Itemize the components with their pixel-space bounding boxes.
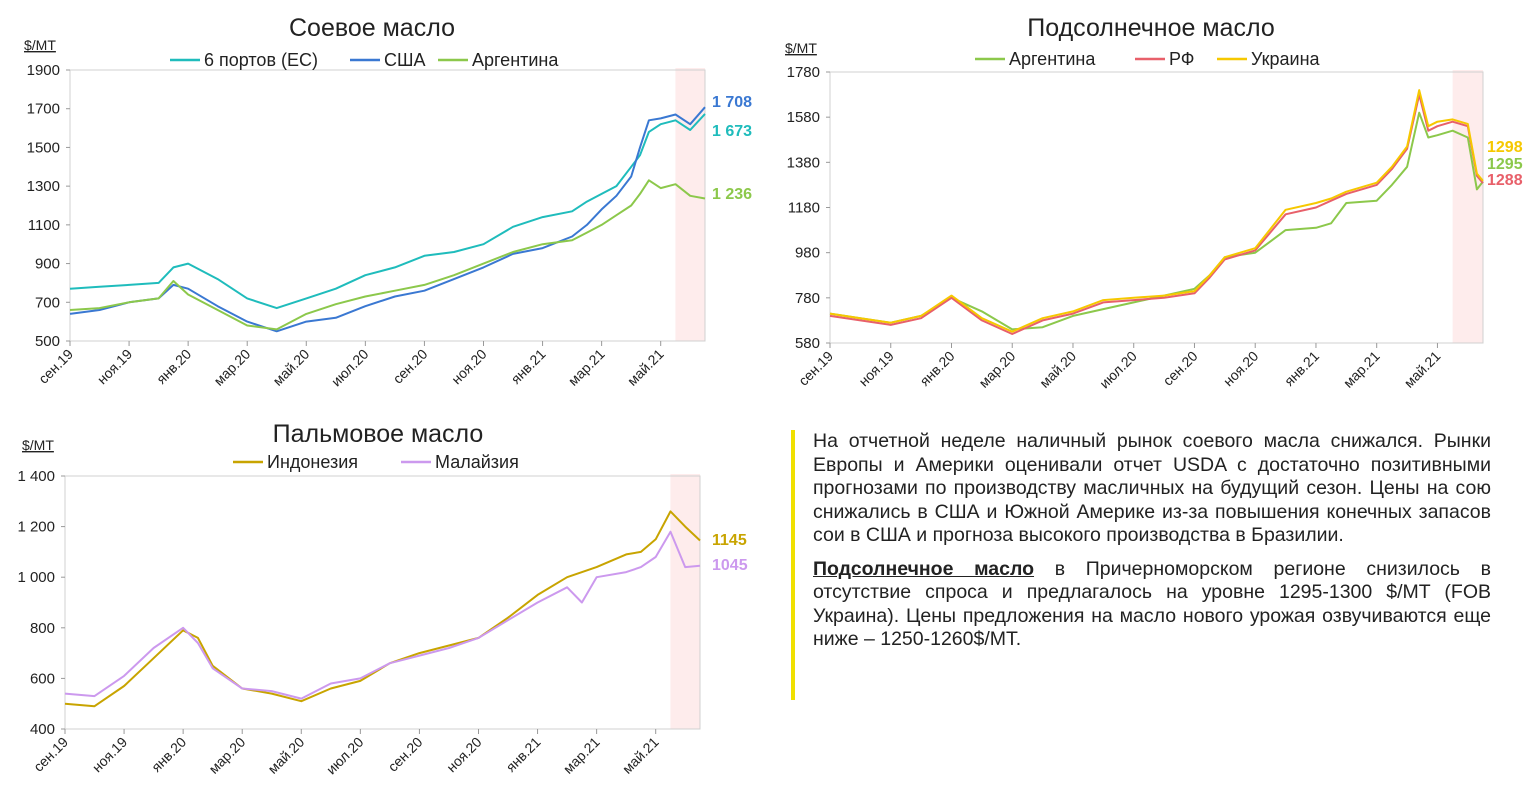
legend-label-1: США — [384, 50, 426, 70]
y-tick-label: 700 — [35, 294, 60, 311]
x-tick-label: янв.21 — [1281, 348, 1322, 389]
recent-period-highlight — [1452, 70, 1483, 343]
market-commentary: На отчетной неделе наличный рынок соевог… — [791, 430, 1491, 700]
x-tick-label: июл.20 — [1096, 348, 1140, 392]
x-tick-label: ноя.19 — [855, 348, 897, 390]
y-tick-label: 1 200 — [17, 519, 55, 536]
end-value-label-1: 1045 — [712, 557, 748, 574]
end-value-label-2: 1 236 — [712, 186, 752, 203]
x-tick-label: мар.20 — [210, 346, 253, 389]
legend-label-0: 6 портов (ЕС) — [204, 50, 318, 70]
x-tick-label: ноя.20 — [1220, 348, 1262, 390]
x-tick-label: май.20 — [269, 346, 312, 389]
series-line-0 — [64, 510, 701, 708]
y-tick-label: 900 — [35, 256, 60, 273]
x-tick-label: сен.20 — [390, 346, 431, 387]
x-tick-label: май.21 — [1401, 348, 1444, 391]
x-tick-label: май.21 — [624, 346, 667, 389]
chart-title: Пальмовое масло — [273, 420, 484, 448]
x-tick-label: мар.21 — [565, 346, 608, 389]
soybean-oil-chart: Соевое масло $/MT 500 700 900 1100 1300 1500 170… — [24, 14, 752, 390]
y-tick-label: 1780 — [787, 64, 820, 81]
palm-oil-chart: Пальмовое масло $/MT 400 600 800 1 000 1 200 1 … — [17, 420, 748, 778]
y-tick-label: 600 — [30, 670, 55, 687]
commentary-sunflower-paragraph: Подсолнечное масло в Причерноморском рег… — [813, 558, 1491, 652]
legend-label-0: Индонезия — [267, 452, 358, 472]
x-tick-label: янв.20 — [148, 734, 189, 775]
y-tick-label: 1580 — [787, 109, 820, 126]
series-line-1 — [829, 93, 1484, 335]
end-value-label-0: 1145 — [712, 532, 747, 549]
x-tick-label: янв.20 — [153, 346, 194, 387]
y-tick-label: 800 — [30, 620, 55, 637]
series-line-1 — [64, 530, 701, 700]
x-tick-label: сен.19 — [30, 734, 71, 775]
recent-period-highlight — [670, 474, 700, 729]
x-tick-label: мар.20 — [205, 734, 248, 777]
y-tick-label: 400 — [30, 721, 55, 738]
commentary-sunflower-lead: Подсолнечное масло — [813, 557, 1035, 580]
chart-title: Подсолнечное масло — [1027, 14, 1274, 42]
y-axis-unit: $/MT — [785, 40, 817, 56]
y-axis-unit: $/MT — [24, 37, 56, 53]
legend-label-0: Аргентина — [1009, 49, 1096, 69]
commentary-soy-paragraph: На отчетной неделе наличный рынок соевог… — [813, 430, 1491, 546]
x-tick-label: мар.21 — [560, 734, 603, 777]
legend-label-1: Малайзия — [435, 452, 519, 472]
x-tick-label: мар.21 — [1340, 348, 1383, 391]
end-value-label-0: 1295 — [1487, 156, 1523, 173]
x-tick-label: июл.20 — [328, 346, 372, 390]
end-value-label-1: 1288 — [1487, 172, 1523, 189]
series-line-2 — [829, 89, 1484, 333]
plot-frame — [69, 69, 706, 342]
plot-frame — [64, 475, 701, 730]
y-tick-label: 1700 — [27, 101, 60, 118]
series-line-0 — [69, 113, 706, 310]
sunflower-oil-chart: Подсолнечное масло $/MT 580 780 980 1180 1380 1… — [785, 14, 1523, 392]
y-axis-unit: $/MT — [22, 437, 54, 453]
x-tick-label: ноя.19 — [89, 734, 131, 776]
commentary-sunflower-text: в Причерноморском регионе снизилось в от… — [813, 557, 1491, 651]
x-tick-label: ноя.20 — [443, 734, 485, 776]
y-tick-label: 1900 — [27, 62, 60, 79]
x-tick-label: сен.20 — [385, 734, 426, 775]
x-tick-label: мар.20 — [975, 348, 1018, 391]
x-tick-label: янв.21 — [503, 734, 544, 775]
chart-title: Соевое масло — [289, 14, 455, 42]
x-tick-label: сен.20 — [1160, 348, 1201, 389]
y-tick-label: 1100 — [28, 217, 60, 234]
x-tick-label: сен.19 — [795, 348, 836, 389]
y-tick-label: 500 — [35, 333, 60, 350]
legend-label-2: Украина — [1251, 49, 1321, 69]
y-tick-label: 780 — [795, 290, 820, 307]
x-tick-label: май.21 — [619, 734, 662, 777]
end-value-label-0: 1 673 — [712, 123, 752, 140]
x-tick-label: май.20 — [1036, 348, 1079, 391]
x-tick-label: май.20 — [264, 734, 307, 777]
y-tick-label: 1380 — [787, 154, 820, 171]
y-tick-label: 1 400 — [17, 468, 55, 485]
x-tick-label: сен.19 — [35, 346, 76, 387]
plot-frame — [829, 71, 1484, 344]
y-tick-label: 1500 — [27, 139, 60, 156]
x-tick-label: янв.21 — [508, 346, 549, 387]
series-line-1 — [69, 106, 706, 333]
y-tick-label: 1300 — [27, 178, 60, 195]
x-tick-label: янв.20 — [916, 348, 957, 389]
recent-period-highlight — [675, 68, 705, 341]
x-tick-label: ноя.19 — [94, 346, 136, 388]
end-value-label-2: 1298 — [1487, 139, 1523, 156]
legend-label-2: Аргентина — [472, 50, 559, 70]
y-tick-label: 980 — [795, 245, 820, 262]
y-tick-label: 1 000 — [17, 569, 55, 586]
x-tick-label: ноя.20 — [448, 346, 490, 388]
legend-label-1: РФ — [1169, 49, 1195, 69]
end-value-label-1: 1 708 — [712, 94, 752, 111]
y-tick-label: 1180 — [788, 200, 820, 217]
series-line-2 — [69, 179, 706, 331]
x-tick-label: июл.20 — [323, 734, 367, 778]
y-tick-label: 580 — [795, 335, 820, 352]
